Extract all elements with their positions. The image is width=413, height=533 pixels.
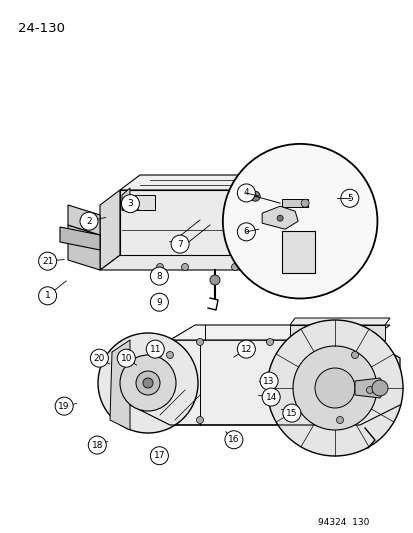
Circle shape	[282, 404, 300, 422]
Circle shape	[90, 349, 108, 367]
Text: 18: 18	[91, 441, 103, 449]
Polygon shape	[100, 190, 120, 270]
Text: 8: 8	[156, 272, 162, 280]
Circle shape	[150, 447, 168, 465]
Circle shape	[80, 212, 98, 230]
Polygon shape	[244, 188, 274, 198]
Text: 13: 13	[263, 377, 274, 385]
Text: 10: 10	[120, 354, 132, 362]
Polygon shape	[110, 340, 130, 430]
Text: 21: 21	[42, 257, 53, 265]
Circle shape	[366, 386, 373, 393]
Text: 20: 20	[93, 354, 105, 362]
Polygon shape	[68, 205, 100, 235]
Circle shape	[38, 252, 57, 270]
Polygon shape	[282, 231, 314, 273]
Circle shape	[261, 388, 280, 406]
Circle shape	[276, 215, 282, 221]
Text: 7: 7	[177, 240, 183, 248]
Text: 5: 5	[346, 194, 352, 203]
Circle shape	[181, 263, 188, 271]
Polygon shape	[240, 175, 259, 255]
Polygon shape	[240, 175, 319, 190]
Circle shape	[237, 223, 255, 241]
Circle shape	[117, 349, 135, 367]
Polygon shape	[240, 240, 319, 255]
Circle shape	[237, 340, 255, 358]
Circle shape	[121, 195, 139, 213]
Polygon shape	[261, 206, 297, 229]
Text: 1: 1	[45, 292, 50, 300]
Text: 24-130: 24-130	[18, 22, 65, 35]
Circle shape	[156, 263, 163, 271]
Circle shape	[300, 199, 309, 207]
Polygon shape	[122, 195, 154, 210]
Polygon shape	[289, 325, 384, 340]
Text: 17: 17	[153, 451, 165, 460]
Circle shape	[150, 293, 168, 311]
Circle shape	[256, 263, 263, 271]
Text: 16: 16	[228, 435, 239, 444]
Polygon shape	[282, 199, 307, 207]
Polygon shape	[68, 225, 100, 270]
Polygon shape	[289, 318, 389, 325]
Text: 3: 3	[127, 199, 133, 208]
Circle shape	[150, 267, 168, 285]
Circle shape	[314, 368, 354, 408]
Polygon shape	[299, 175, 319, 255]
Text: 12: 12	[240, 345, 252, 353]
Circle shape	[231, 263, 238, 271]
Circle shape	[266, 320, 402, 456]
Circle shape	[222, 144, 377, 298]
Circle shape	[259, 372, 278, 390]
Circle shape	[98, 333, 197, 433]
Circle shape	[196, 416, 203, 424]
Polygon shape	[122, 188, 130, 210]
Circle shape	[336, 416, 343, 424]
Polygon shape	[130, 340, 399, 425]
Polygon shape	[354, 378, 384, 398]
Text: 9: 9	[156, 298, 162, 306]
Circle shape	[142, 378, 153, 388]
Circle shape	[196, 338, 203, 345]
Circle shape	[55, 397, 73, 415]
Circle shape	[136, 371, 159, 395]
Circle shape	[38, 287, 57, 305]
Circle shape	[209, 275, 219, 285]
Circle shape	[146, 340, 164, 358]
Text: 6: 6	[243, 228, 249, 236]
Circle shape	[351, 351, 358, 359]
Text: 11: 11	[149, 345, 161, 353]
Circle shape	[237, 184, 255, 202]
Text: 15: 15	[285, 409, 297, 417]
Polygon shape	[60, 227, 100, 250]
Circle shape	[266, 338, 273, 345]
Circle shape	[249, 191, 259, 201]
Text: 2: 2	[86, 217, 92, 225]
Circle shape	[88, 436, 106, 454]
Polygon shape	[170, 325, 389, 340]
Polygon shape	[120, 190, 240, 255]
Circle shape	[340, 189, 358, 207]
Text: 4: 4	[243, 189, 249, 197]
Circle shape	[292, 346, 376, 430]
Circle shape	[371, 380, 387, 396]
Polygon shape	[120, 175, 259, 190]
Text: 14: 14	[265, 393, 276, 401]
Text: 94324  130: 94324 130	[317, 518, 368, 527]
Circle shape	[166, 351, 173, 359]
Text: 19: 19	[58, 402, 70, 410]
Circle shape	[120, 355, 176, 411]
Circle shape	[171, 235, 189, 253]
Circle shape	[224, 431, 242, 449]
Polygon shape	[100, 255, 299, 270]
